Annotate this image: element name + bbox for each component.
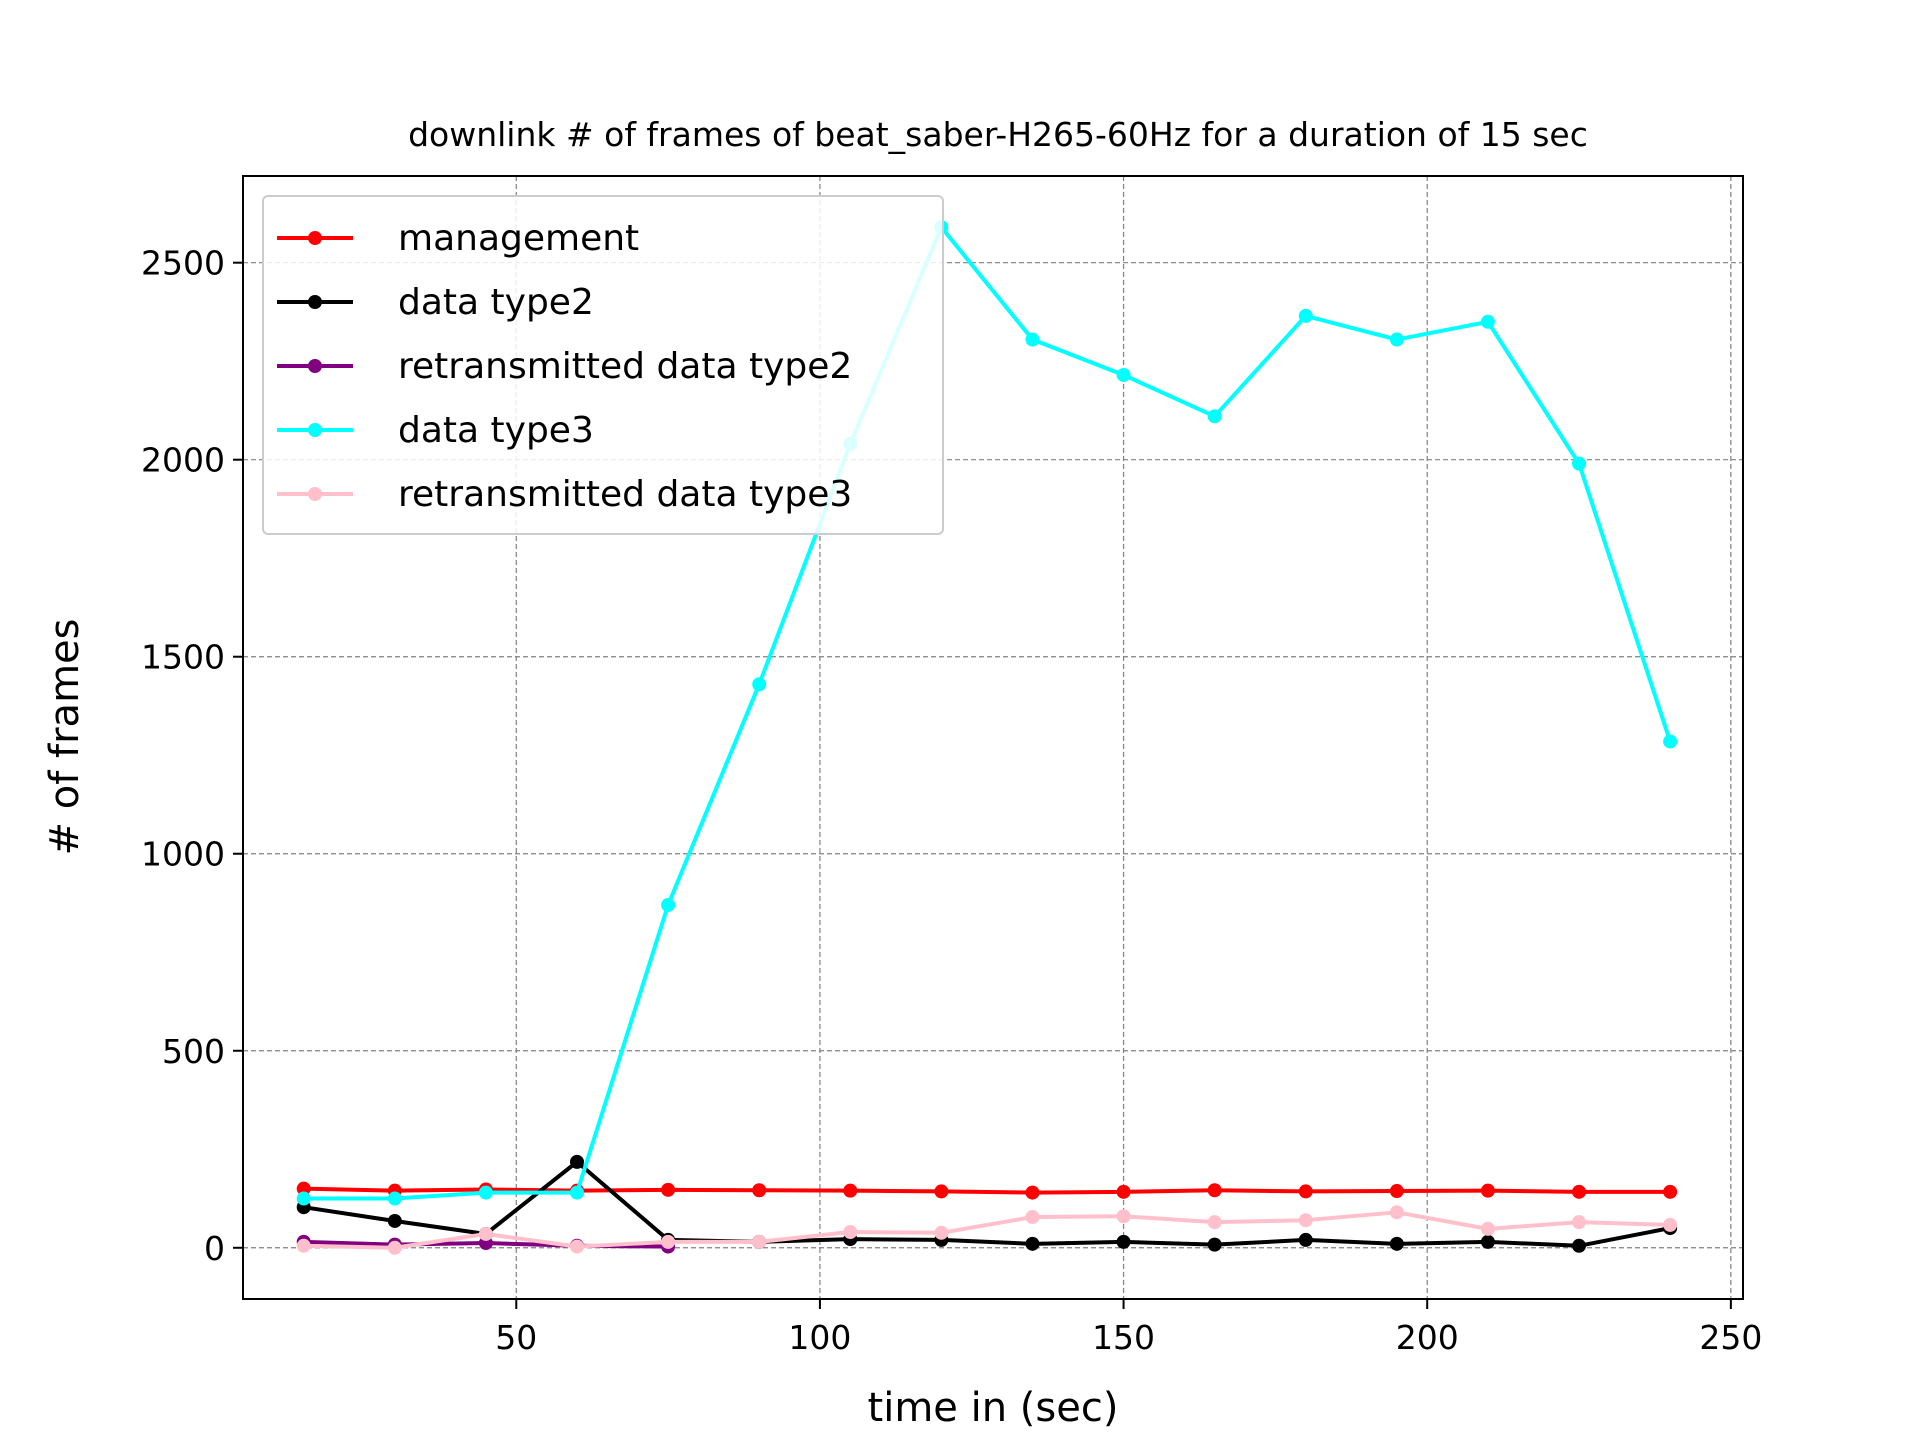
legend-marker	[308, 487, 322, 501]
legend-item: data type2	[277, 282, 594, 323]
data-point	[1207, 1237, 1222, 1252]
y-tick-label: 1500	[141, 638, 225, 677]
legend-marker	[308, 295, 322, 309]
data-point	[1572, 456, 1587, 471]
x-tick-label: 50	[495, 1318, 537, 1357]
data-point	[1116, 1184, 1131, 1199]
data-point	[1389, 1205, 1404, 1220]
series-group	[296, 220, 1678, 1255]
data-point	[1116, 367, 1131, 382]
y-tick-label: 1000	[141, 835, 225, 874]
data-point	[478, 1226, 493, 1241]
data-point	[296, 1191, 311, 1206]
data-point	[1572, 1238, 1587, 1253]
data-point	[752, 677, 767, 692]
series-line	[303, 225, 1673, 1201]
legend-marker	[308, 231, 322, 245]
legend-label: retransmitted data type2	[398, 346, 852, 387]
data-point	[843, 1225, 858, 1240]
y-tick-label: 0	[204, 1229, 225, 1268]
data-point	[1663, 1184, 1678, 1199]
data-point	[843, 1183, 858, 1198]
legend: management data type2 retransmitted data t…	[262, 195, 944, 535]
data-point	[1207, 1183, 1222, 1198]
legend-item: retransmitted data type2	[277, 346, 852, 387]
x-tick-label: 250	[1699, 1318, 1762, 1357]
data-point	[1480, 1183, 1495, 1198]
data-point	[1025, 1185, 1040, 1200]
data-point	[387, 1191, 402, 1206]
data-point	[1389, 1236, 1404, 1251]
x-tick-label: 100	[788, 1318, 851, 1357]
data-point	[570, 1185, 585, 1200]
data-point	[1480, 1234, 1495, 1249]
x-axis-label: time in (sec)	[868, 1385, 1119, 1431]
data-point	[1572, 1215, 1587, 1230]
data-point	[752, 1234, 767, 1249]
data-point	[1480, 314, 1495, 329]
y-tick-label: 500	[162, 1032, 225, 1071]
data-point	[1116, 1234, 1131, 1249]
data-point	[387, 1213, 402, 1228]
data-point	[1025, 332, 1040, 347]
y-tick-label: 2500	[141, 244, 225, 283]
data-point	[1025, 1210, 1040, 1225]
data-point	[1298, 1184, 1313, 1199]
data-point	[387, 1240, 402, 1255]
legend-label: management	[398, 218, 639, 259]
legend-label: data type2	[398, 282, 594, 323]
legend-marker	[308, 359, 322, 373]
chart-title: downlink # of frames of beat_saber-H265-…	[408, 115, 1588, 154]
legend-label: retransmitted data type3	[398, 474, 852, 515]
legend-item: data type3	[277, 410, 594, 451]
data-point	[1663, 734, 1678, 749]
data-point	[570, 1239, 585, 1254]
data-point	[1298, 1213, 1313, 1228]
data-point	[934, 1184, 949, 1199]
data-point	[934, 1225, 949, 1240]
data-point	[752, 1183, 767, 1198]
legend-label: data type3	[398, 410, 594, 451]
legend-box	[262, 195, 944, 535]
data-point	[661, 1234, 676, 1249]
series-line	[303, 1210, 1671, 1250]
series	[296, 1181, 1678, 1200]
series-line	[303, 1186, 1671, 1195]
data-point	[478, 1185, 493, 1200]
y-tick-label: 2000	[141, 441, 225, 480]
legend-marker	[308, 423, 322, 437]
plot-area-frame	[242, 175, 1744, 1300]
data-point	[1389, 332, 1404, 347]
y-axis-label: # of frames	[42, 619, 88, 856]
data-point	[296, 1181, 311, 1196]
data-point	[1298, 308, 1313, 323]
series-line	[303, 1159, 1671, 1248]
x-tick-label: 150	[1092, 1318, 1155, 1357]
data-point	[1572, 1184, 1587, 1199]
data-point	[1207, 409, 1222, 424]
data-point	[1207, 1215, 1222, 1230]
x-tick-label: 200	[1396, 1318, 1459, 1357]
data-point	[661, 897, 676, 912]
legend-item: retransmitted data type3	[277, 474, 852, 515]
data-point	[1663, 1217, 1678, 1232]
legend-item: management	[277, 218, 639, 259]
data-point	[1116, 1209, 1131, 1224]
data-point	[296, 1238, 311, 1253]
series	[296, 1205, 1678, 1255]
data-point	[1025, 1236, 1040, 1251]
data-point	[1389, 1184, 1404, 1199]
data-point	[1298, 1232, 1313, 1247]
data-point	[661, 1182, 676, 1197]
data-point	[1480, 1221, 1495, 1236]
data-point	[570, 1154, 585, 1169]
